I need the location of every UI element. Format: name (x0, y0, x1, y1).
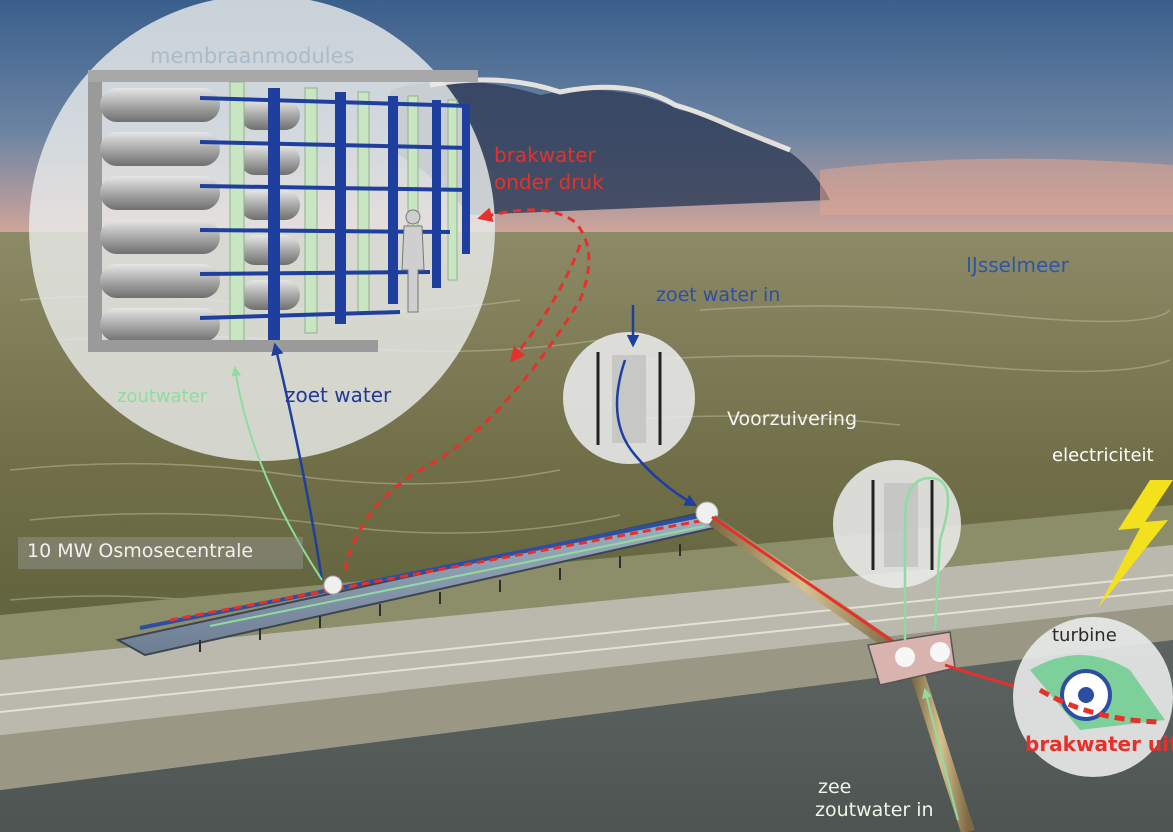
road-markings (0, 574, 1173, 713)
membrane-rack (88, 70, 478, 352)
sunset-glow (820, 158, 1173, 215)
station-circle (895, 647, 915, 667)
brackish-water-label-line1: brakwater (494, 143, 596, 167)
wadden-sea (0, 640, 1173, 832)
salt-line (209, 525, 706, 627)
sea-water-in-arrow (922, 688, 959, 821)
brackish-water-label-line2: onder druk (494, 170, 604, 194)
salt-water-label: zoutwater (117, 386, 208, 407)
membrane-cylinders (100, 88, 300, 342)
cloud (390, 81, 830, 215)
fresh-water-in-label: zoet water in (656, 284, 781, 306)
fresh-manifolds (199, 96, 471, 320)
brackish-pipe (711, 515, 906, 652)
intake-pipe (708, 515, 899, 653)
brackish-return-arrow (510, 244, 582, 363)
sea-label: zee (818, 776, 852, 798)
fresh-columns (268, 88, 470, 344)
plant-junction (323, 575, 343, 595)
brackish-down-arrow (343, 207, 591, 571)
electricity-label: electriciteit (1052, 445, 1154, 466)
salt-water-filter-path (903, 476, 950, 640)
road (0, 545, 1173, 735)
person-icon (401, 209, 425, 313)
salt-water-up-arrow (231, 366, 323, 581)
turbine-label: turbine (1052, 625, 1117, 646)
lightning-icon (1098, 480, 1173, 608)
brackish-water-out-label: brakwater uit (1025, 732, 1173, 756)
membrane-modules-label: membraanmodules (150, 44, 355, 68)
plant-support-legs (199, 544, 681, 652)
station-circle (930, 642, 950, 662)
pretreatment-label: Voorzuivering (727, 408, 858, 430)
cloud-edge (429, 77, 791, 153)
salt-water-in-label: zoutwater in (815, 799, 934, 821)
fresh-water-to-plant-arrow (615, 359, 698, 507)
turbine-hub (1078, 687, 1094, 703)
filter-media (884, 483, 918, 567)
fresh-water-up-arrow (271, 342, 324, 581)
fresh-water-label: zoet water (285, 383, 392, 407)
ijsselmeer-label: IJsselmeer (966, 253, 1069, 277)
plant-label-box (18, 537, 303, 569)
osmosis-plant-label: 10 MW Osmosecentrale (27, 540, 254, 562)
